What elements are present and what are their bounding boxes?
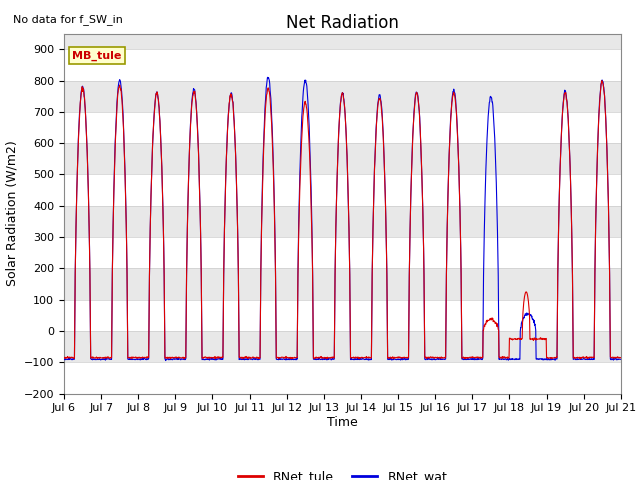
Bar [64, 112, 621, 143]
RNet_wat [502, 356, 510, 362]
RNet_tule [502, 355, 509, 360]
RNet_wat [246, 356, 254, 362]
Legend: RNet_tule, RNet_wat: RNet_tule, RNet_wat [232, 465, 452, 480]
RNet_tule [429, 354, 436, 360]
Line: RNet_tule: RNet_tule [64, 81, 620, 359]
Bar [64, 268, 621, 300]
RNet_tule [60, 355, 68, 360]
Bar [64, 81, 621, 112]
Bar [64, 237, 621, 268]
RNet_wat [162, 358, 170, 363]
RNet_wat [429, 356, 437, 362]
RNet_tule [180, 356, 188, 361]
RNet_tule [551, 355, 559, 360]
RNet_tule [616, 355, 624, 360]
Y-axis label: Solar Radiation (W/m2): Solar Radiation (W/m2) [5, 141, 18, 287]
RNet_tule [246, 355, 254, 361]
Bar [64, 49, 621, 81]
Line: RNet_wat: RNet_wat [64, 77, 620, 360]
RNet_wat [171, 357, 179, 362]
RNet_tule [170, 355, 178, 360]
Bar [64, 300, 621, 331]
RNet_tule [184, 191, 192, 196]
RNet_wat [60, 356, 68, 362]
Text: No data for f_SW_in: No data for f_SW_in [13, 14, 123, 25]
RNet_wat [616, 357, 624, 362]
Bar [64, 143, 621, 174]
Bar [64, 174, 621, 206]
RNet_tule [598, 78, 605, 84]
Bar [64, 206, 621, 237]
Text: MB_tule: MB_tule [72, 51, 122, 61]
RNet_wat [551, 357, 559, 363]
RNet_wat [184, 192, 192, 198]
X-axis label: Time: Time [327, 416, 358, 429]
Bar [64, 331, 621, 362]
Title: Net Radiation: Net Radiation [286, 14, 399, 32]
Bar [64, 362, 621, 394]
RNet_wat [264, 74, 271, 80]
